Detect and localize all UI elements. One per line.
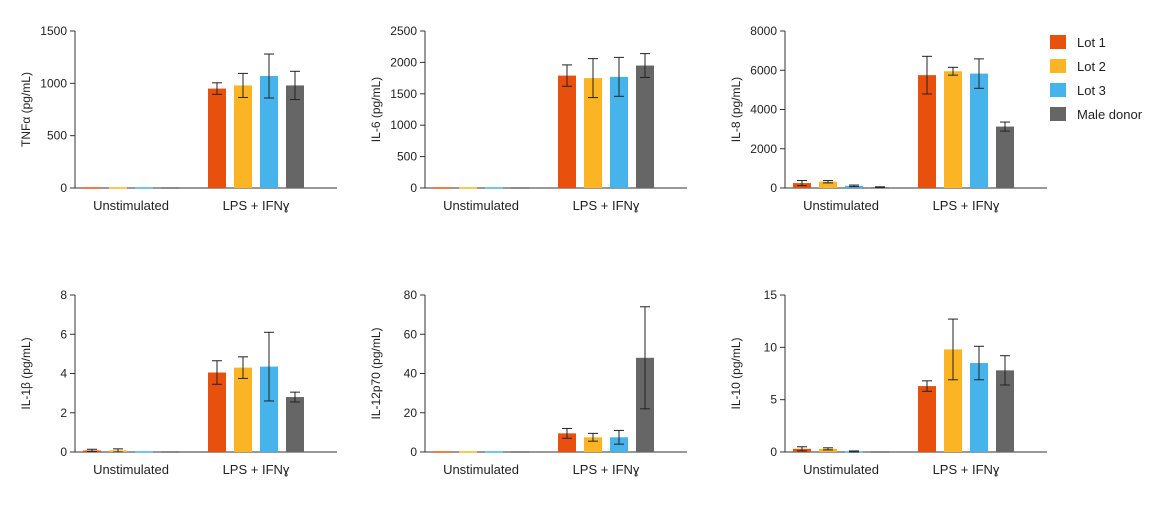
category-label: Unstimulated <box>443 198 519 213</box>
bar <box>208 372 226 452</box>
legend-swatch <box>1050 107 1066 121</box>
bar <box>636 65 654 188</box>
bar <box>584 78 602 188</box>
y-tick-label: 80 <box>404 288 418 302</box>
chart-panel-3: 0 2000 4000 6000 8000 IL-8 (pg/mL) Unstimulate… <box>729 24 1047 213</box>
bar <box>996 126 1014 188</box>
y-tick-label: 2 <box>60 406 67 420</box>
category-label: LPS + IFNɣ <box>223 462 290 477</box>
y-tick-label: 1500 <box>40 24 67 38</box>
category-label: LPS + IFNɣ <box>573 198 640 213</box>
category-label: Unstimulated <box>93 198 169 213</box>
y-tick-label: 6 <box>60 327 67 341</box>
y-tick-label: 4 <box>60 367 67 381</box>
y-tick-label: 2000 <box>390 55 417 69</box>
category-label: Unstimulated <box>93 462 169 477</box>
bar <box>918 386 936 452</box>
chart-panel-4: 0 2 4 6 8 IL-1β (pg/mL) Unstimulated LPS + IFNɣ <box>19 288 337 477</box>
category-label: Unstimulated <box>803 198 879 213</box>
bar <box>970 73 988 188</box>
bar <box>286 397 304 452</box>
legend-label: Male donor <box>1077 107 1143 122</box>
y-axis-title: IL-8 (pg/mL) <box>729 77 743 142</box>
y-axis-title: TNFα (pg/mL) <box>19 72 33 147</box>
y-tick-label: 0 <box>60 445 67 459</box>
y-tick-label: 0 <box>60 181 67 195</box>
y-tick-label: 1500 <box>390 87 417 101</box>
y-tick-label: 1000 <box>40 76 67 90</box>
bar <box>944 71 962 188</box>
bar <box>260 366 278 452</box>
y-tick-label: 20 <box>404 406 418 420</box>
chart-panel-5: 0 20 40 60 80 IL-12p70 (pg/mL) Unstimulated LPS… <box>369 288 687 477</box>
category-label: Unstimulated <box>803 462 879 477</box>
y-tick-label: 0 <box>770 181 777 195</box>
bar <box>819 448 837 452</box>
bar <box>260 76 278 188</box>
legend-label: Lot 1 <box>1077 35 1106 50</box>
legend-label: Lot 3 <box>1077 83 1106 98</box>
category-label: LPS + IFNɣ <box>933 198 1000 213</box>
legend-swatch <box>1050 35 1066 49</box>
y-tick-label: 4000 <box>750 103 777 117</box>
legend-swatch <box>1050 59 1066 73</box>
y-tick-label: 0 <box>770 445 777 459</box>
chart-panel-1: 0 500 1000 1500 TNFα (pg/mL) Unstimulated LPS … <box>19 24 337 213</box>
y-tick-label: 0 <box>410 181 417 195</box>
y-tick-label: 60 <box>404 327 418 341</box>
legend-label: Lot 2 <box>1077 59 1106 74</box>
bar <box>234 85 252 188</box>
y-tick-label: 500 <box>47 129 67 143</box>
y-axis-title: IL-6 (pg/mL) <box>369 77 383 142</box>
y-axis-title: IL-10 (pg/mL) <box>729 337 743 409</box>
bar <box>944 349 962 452</box>
y-tick-label: 0 <box>410 445 417 459</box>
y-axis-title: IL-1β (pg/mL) <box>19 337 33 409</box>
y-tick-label: 10 <box>764 340 778 354</box>
y-tick-label: 8000 <box>750 24 777 38</box>
y-tick-label: 40 <box>404 367 418 381</box>
bar <box>234 367 252 452</box>
category-label: Unstimulated <box>443 462 519 477</box>
legend: Lot 1 Lot 2 Lot 3 Male donor <box>1050 35 1143 122</box>
category-label: LPS + IFNɣ <box>573 462 640 477</box>
legend-swatch <box>1050 83 1066 97</box>
bar <box>208 88 226 188</box>
category-label: LPS + IFNɣ <box>933 462 1000 477</box>
bar <box>918 75 936 188</box>
y-tick-label: 500 <box>397 150 417 164</box>
chart-panel-2: 0 500 1000 1500 2000 2500 IL-6 (pg/mL) Unstimul… <box>369 24 687 213</box>
bar <box>970 363 988 452</box>
y-tick-label: 2000 <box>750 142 777 156</box>
y-tick-label: 1000 <box>390 118 417 132</box>
chart-panel-6: 0 5 10 15 IL-10 (pg/mL) Unstimulated LPS + IFN… <box>729 288 1047 477</box>
y-tick-label: 8 <box>60 288 67 302</box>
bar <box>996 370 1014 452</box>
y-tick-label: 5 <box>770 393 777 407</box>
y-axis-title: IL-12p70 (pg/mL) <box>369 327 383 419</box>
bar <box>819 181 837 188</box>
category-label: LPS + IFNɣ <box>223 198 290 213</box>
y-tick-label: 2500 <box>390 24 417 38</box>
y-tick-label: 15 <box>764 288 778 302</box>
bar <box>286 85 304 188</box>
bar <box>610 76 628 188</box>
bar <box>558 75 576 188</box>
y-tick-label: 6000 <box>750 63 777 77</box>
